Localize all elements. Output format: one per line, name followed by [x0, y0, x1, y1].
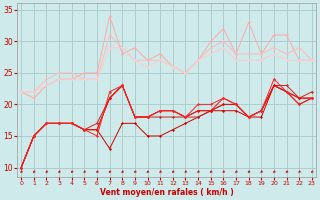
X-axis label: Vent moyen/en rafales ( km/h ): Vent moyen/en rafales ( km/h ): [100, 188, 233, 197]
